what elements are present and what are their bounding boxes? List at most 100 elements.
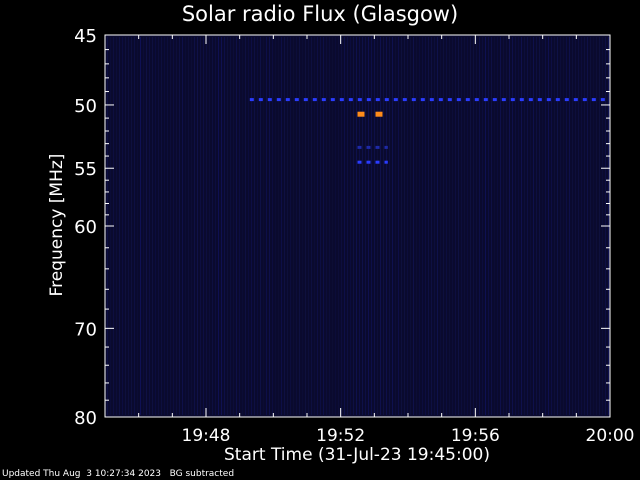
noise-column xyxy=(281,37,282,415)
emission-dash xyxy=(465,98,470,102)
emission-dash xyxy=(555,98,560,102)
emission-dash xyxy=(348,98,353,102)
noise-column xyxy=(422,37,423,415)
noise-column xyxy=(143,37,144,415)
noise-column xyxy=(245,37,246,415)
noise-column xyxy=(233,37,234,415)
noise-column xyxy=(599,37,600,415)
noise-column xyxy=(416,37,417,415)
emission-dash xyxy=(294,98,299,102)
noise-column xyxy=(512,37,513,415)
y-tick-label: 70 xyxy=(74,319,97,340)
noise-column xyxy=(506,37,507,415)
noise-column xyxy=(398,37,399,415)
emission-dash xyxy=(375,111,383,117)
x-tick-label: 20:00 xyxy=(586,426,635,446)
noise-column xyxy=(320,37,321,415)
noise-column xyxy=(167,37,168,415)
noise-column xyxy=(344,37,345,415)
noise-column xyxy=(596,37,597,415)
noise-column xyxy=(329,37,330,415)
emission-dash xyxy=(420,98,425,102)
noise-column xyxy=(227,37,228,415)
emission-dash xyxy=(510,98,515,102)
noise-column xyxy=(305,37,306,415)
noise-column xyxy=(263,37,264,415)
noise-column xyxy=(371,37,372,415)
noise-column xyxy=(467,37,468,415)
noise-column xyxy=(377,37,378,415)
noise-column xyxy=(464,37,465,415)
noise-column xyxy=(359,37,360,415)
noise-column xyxy=(431,37,432,415)
noise-column xyxy=(287,37,288,415)
noise-column xyxy=(218,37,219,415)
x-tick-label: 19:48 xyxy=(182,426,231,446)
noise-column xyxy=(542,37,543,415)
noise-column xyxy=(185,37,186,415)
noise-column xyxy=(224,37,225,415)
noise-column xyxy=(470,37,471,415)
noise-column xyxy=(521,37,522,415)
noise-column xyxy=(572,37,573,415)
noise-column xyxy=(311,37,312,415)
noise-column xyxy=(206,37,207,415)
noise-column xyxy=(509,37,510,415)
noise-column xyxy=(428,37,429,415)
noise-column xyxy=(179,37,180,415)
noise-column xyxy=(458,37,459,415)
noise-column xyxy=(380,37,381,415)
noise-column xyxy=(209,37,210,415)
noise-column xyxy=(146,37,147,415)
emission-dash xyxy=(357,145,362,149)
noise-column xyxy=(158,37,159,415)
noise-column xyxy=(212,37,213,415)
noise-column xyxy=(575,37,576,415)
noise-column xyxy=(473,37,474,415)
y-tick-label: 80 xyxy=(74,408,97,429)
plot-area-background xyxy=(105,35,610,417)
noise-column xyxy=(413,37,414,415)
noise-column xyxy=(578,37,579,415)
noise-column xyxy=(491,37,492,415)
noise-column xyxy=(242,37,243,415)
noise-column xyxy=(176,37,177,415)
noise-column xyxy=(128,37,129,415)
footer: Updated Thu Aug 3 10:27:34 2023 BG subtr… xyxy=(2,469,234,479)
noise-column xyxy=(164,37,165,415)
noise-column xyxy=(587,37,588,415)
emission-dash xyxy=(366,145,371,149)
emission-dash xyxy=(321,98,326,102)
noise-column xyxy=(437,37,438,415)
emission-dash xyxy=(375,145,380,149)
noise-column xyxy=(434,37,435,415)
emission-dash xyxy=(330,98,335,102)
noise-column xyxy=(401,37,402,415)
noise-column xyxy=(293,37,294,415)
noise-column xyxy=(191,37,192,415)
noise-column xyxy=(125,37,126,415)
emission-dash xyxy=(375,160,380,164)
noise-column xyxy=(584,37,585,415)
emission-dash xyxy=(447,98,452,102)
noise-column xyxy=(152,37,153,415)
x-tick-label: 19:56 xyxy=(451,426,500,446)
noise-column xyxy=(557,37,558,415)
noise-column xyxy=(302,37,303,415)
emission-dash xyxy=(312,98,317,102)
emission-dash xyxy=(393,98,398,102)
emission-dash xyxy=(600,98,605,102)
emission-dash xyxy=(573,98,578,102)
noise-column xyxy=(452,37,453,415)
y-axis: 45 50 55 60 70 80 xyxy=(74,26,610,429)
noise-column xyxy=(347,37,348,415)
noise-column xyxy=(524,37,525,415)
noise-column xyxy=(548,37,549,415)
noise-column xyxy=(350,37,351,415)
noise-column xyxy=(149,37,150,415)
noise-column xyxy=(278,37,279,415)
noise-column xyxy=(374,37,375,415)
noise-column xyxy=(275,37,276,415)
x-axis: 19:48 19:52 19:56 20:00 xyxy=(104,35,635,446)
emission-dash xyxy=(537,98,542,102)
